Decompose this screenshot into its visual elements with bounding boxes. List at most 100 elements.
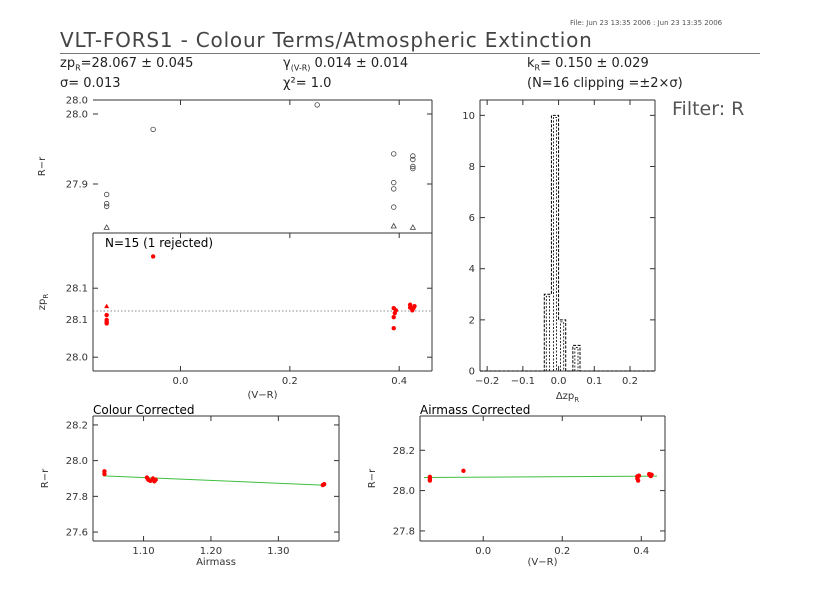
data-point: [150, 126, 156, 133]
y-tick-label: 6: [469, 213, 475, 224]
y-tick-label: 4: [469, 264, 475, 275]
data-point: [321, 482, 327, 487]
y-tick-label: 28.0: [66, 353, 88, 364]
zp-value: =28.067 ± 0.045: [80, 56, 194, 71]
x-tick-label: 0.4: [391, 376, 407, 387]
x-tick-label: 0.2: [282, 376, 298, 387]
y-tick-label: 28.2: [66, 420, 88, 431]
k-result: kR= 0.150 ± 0.029: [527, 56, 649, 73]
k-value: = 0.150 ± 0.029: [540, 56, 649, 71]
data-point: [410, 163, 416, 170]
zp-label: zp: [60, 56, 76, 71]
y-tick-label: 8: [469, 162, 475, 173]
y-tick-label: 28.0: [66, 110, 88, 121]
data-point: [410, 153, 416, 159]
data-point: [412, 303, 417, 309]
k-sub: R: [534, 63, 541, 73]
fit-line: [423, 475, 658, 478]
data-point: [103, 200, 110, 207]
x-tick-label: 0.1: [586, 376, 602, 387]
y-tick-label: 28.0: [66, 96, 88, 107]
x-tick-label: −0.2: [475, 376, 499, 387]
data-point: [391, 186, 397, 192]
gamma-value: 0.014 ± 0.014: [310, 56, 409, 71]
data-point: [391, 151, 397, 157]
gamma-sub: (V-R): [290, 63, 311, 73]
data-point: [409, 224, 417, 230]
x-tick-label: 0.0: [551, 376, 567, 387]
zp-result: zpR=28.067 ± 0.045: [60, 56, 193, 73]
data-point: [407, 302, 413, 307]
rejection-annotation: N=15 (1 rejected): [105, 236, 213, 250]
x-axis-label: (V−R): [248, 390, 278, 401]
rr_vs_vr-frame: [93, 99, 433, 234]
y-tick-label: 0: [469, 367, 475, 378]
y-tick-label: 2: [469, 315, 475, 326]
x-tick-label: 1.10: [132, 546, 154, 557]
x-tick-label: 0.2: [554, 546, 570, 557]
y-axis-label: R−r: [40, 468, 51, 488]
histogram-bar: [574, 347, 579, 371]
data-point: [391, 314, 396, 320]
panel-title: Airmass Corrected: [420, 403, 530, 417]
y-tick-label: 10: [462, 111, 475, 122]
y-tick-label: 27.8: [393, 526, 415, 537]
x-axis-label: (V−R): [528, 557, 558, 568]
y-tick-label: 28.1: [66, 284, 88, 295]
data-point: [390, 222, 397, 229]
title-underline: [60, 53, 760, 54]
data-point: [104, 321, 109, 326]
chi2-result: χ²= 1.0: [283, 76, 332, 91]
data-point: [427, 478, 433, 483]
clipping-info: (N=16 clipping =±2×σ): [527, 76, 683, 91]
data-point: [410, 156, 416, 163]
data-point: [153, 477, 158, 482]
zp-sub: R: [75, 63, 81, 73]
x-axis-label: ΔzpR: [556, 391, 579, 404]
histogram-bar: [560, 321, 565, 371]
data-point: [393, 308, 399, 313]
y-tick-label: 28.0: [66, 456, 88, 467]
x-tick-label: 1.30: [267, 546, 289, 557]
data-point: [391, 326, 396, 331]
y-tick-label: 27.8: [66, 492, 88, 503]
x-tick-label: 0.0: [173, 376, 189, 387]
x-tick-label: 0.0: [475, 546, 491, 557]
data-point: [391, 179, 397, 186]
data-point: [636, 473, 642, 478]
data-point: [649, 472, 654, 477]
colour_corrected-frame: [92, 415, 340, 542]
histogram-outline: [480, 114, 655, 372]
histogram-bar: [545, 295, 550, 371]
y-axis-label-sub: R: [42, 294, 50, 299]
x-tick-label: −0.1: [511, 376, 535, 387]
data-point: [635, 478, 641, 483]
file-timestamp: File: Jun 23 13:35 2006 : Jun 23 13:35 2…: [570, 19, 723, 27]
data-point: [103, 224, 110, 230]
x-axis-label: Airmass: [196, 557, 236, 568]
y-tick-label: 28.1: [66, 315, 88, 326]
hist_dzp-frame: [479, 99, 656, 372]
fit-line: [103, 475, 326, 486]
panel-title: Colour Corrected: [93, 403, 195, 417]
y-tick-label: 27.6: [66, 528, 88, 539]
data-point: [104, 303, 110, 309]
data-point: [104, 312, 109, 318]
zp_vs_vr-frame: [92, 232, 433, 372]
data-point: [391, 204, 397, 210]
page-title: VLT-FORS1 - Colour Terms/Atmospheric Ext…: [60, 28, 593, 52]
y-axis-label: R−r: [37, 156, 48, 176]
x-axis-label-sub: R: [574, 396, 579, 404]
data-point: [314, 102, 320, 108]
data-point: [103, 191, 110, 198]
data-point: [102, 471, 107, 477]
data-point: [150, 254, 156, 259]
x-tick-label: 0.4: [633, 546, 649, 557]
airmass_corrected-frame: [419, 415, 666, 542]
gamma-result: γ(V-R) 0.014 ± 0.014: [283, 56, 408, 73]
data-point: [410, 165, 416, 172]
filter-label: Filter: R: [672, 98, 745, 120]
y-tick-label: 28.0: [393, 486, 415, 497]
